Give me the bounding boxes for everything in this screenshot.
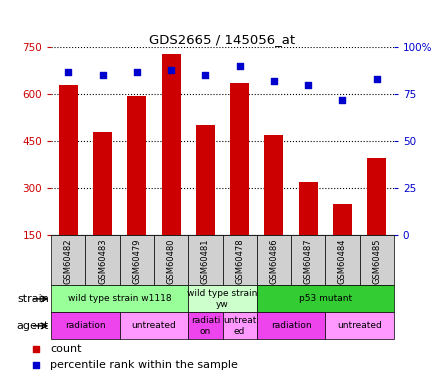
Bar (162, 54, 181, 235)
Text: GSM60479: GSM60479 (132, 239, 142, 284)
Point (99, 72, 106, 78)
Text: count: count (50, 344, 82, 354)
Text: GSM60481: GSM60481 (201, 239, 210, 284)
Text: GSM60484: GSM60484 (338, 239, 347, 284)
Point (271, 78, 278, 84)
Text: untreated: untreated (132, 321, 176, 330)
Bar (222, 312, 257, 339)
Bar (360, 235, 394, 285)
Bar (93, 132, 112, 235)
Text: GSM60483: GSM60483 (98, 239, 107, 284)
Bar (333, 204, 352, 235)
Bar (188, 312, 222, 339)
Text: GSM60480: GSM60480 (166, 239, 176, 284)
Bar (59, 85, 78, 235)
Bar (85, 235, 120, 285)
Text: GSM60486: GSM60486 (269, 239, 279, 284)
Text: wild type strain w1118: wild type strain w1118 (68, 294, 171, 303)
Bar (120, 235, 154, 285)
Bar (127, 96, 146, 235)
Bar (367, 158, 386, 235)
Text: untreated: untreated (337, 321, 382, 330)
Point (65, 69, 72, 75)
Bar (188, 235, 222, 285)
Bar (222, 235, 257, 285)
Text: GSM60482: GSM60482 (64, 239, 73, 284)
Text: radiati
on: radiati on (190, 316, 220, 336)
Bar (299, 182, 318, 235)
Text: strain: strain (17, 294, 49, 304)
Bar (257, 285, 394, 312)
Bar (196, 125, 215, 235)
Bar (325, 235, 360, 285)
Bar (51, 312, 120, 339)
Text: GSM60478: GSM60478 (235, 239, 244, 284)
Bar (51, 235, 85, 285)
Bar (257, 312, 325, 339)
Bar (230, 83, 249, 235)
Title: GDS2665 / 145056_at: GDS2665 / 145056_at (150, 33, 295, 46)
Text: agent: agent (16, 321, 49, 331)
Text: GSM60487: GSM60487 (303, 239, 313, 284)
Bar (188, 285, 257, 312)
Text: GSM60485: GSM60485 (372, 239, 381, 284)
Text: radiation: radiation (65, 321, 106, 330)
Bar (325, 312, 394, 339)
Point (373, 76, 380, 82)
Point (306, 149, 313, 155)
Point (134, 69, 141, 75)
Bar (154, 235, 188, 285)
Point (339, 97, 346, 103)
Bar (291, 235, 325, 285)
Point (305, 82, 312, 88)
Text: wild type strain
yw: wild type strain yw (187, 289, 258, 309)
Bar (120, 312, 188, 339)
Point (236, 63, 243, 69)
Text: percentile rank within the sample: percentile rank within the sample (50, 360, 238, 370)
Text: untreat
ed: untreat ed (223, 316, 256, 336)
Bar (257, 235, 291, 285)
Bar (51, 285, 188, 312)
Text: p53 mutant: p53 mutant (299, 294, 352, 303)
Point (202, 72, 209, 78)
Point (168, 67, 175, 73)
Text: radiation: radiation (271, 321, 312, 330)
Point (306, 293, 313, 299)
Bar (264, 135, 283, 235)
